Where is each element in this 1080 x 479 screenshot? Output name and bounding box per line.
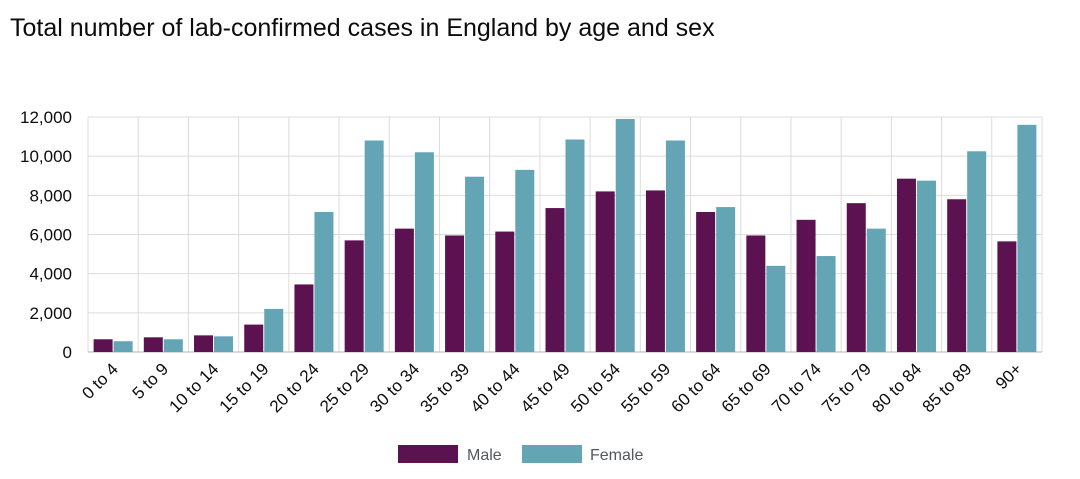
x-tick-label: 30 to 34 — [366, 359, 423, 416]
bar-female-18 — [1017, 124, 1037, 352]
bar-male-3 — [244, 324, 264, 352]
legend: Male Female — [398, 445, 643, 464]
bar-male-15 — [846, 203, 866, 352]
bar-female-11 — [665, 140, 685, 352]
x-tick-label: 10 to 14 — [165, 359, 222, 416]
bar-female-2 — [214, 336, 234, 352]
bar-female-13 — [766, 265, 786, 352]
bar-female-5 — [364, 140, 384, 352]
bar-male-0 — [93, 339, 113, 352]
x-tick-label: 20 to 24 — [266, 359, 323, 416]
y-axis-ticks: 0 2,000 4,000 6,000 8,000 10,000 12,000 — [20, 108, 72, 362]
x-tick-label: 0 to 4 — [78, 359, 122, 403]
bar-female-6 — [414, 152, 434, 352]
legend-label-male: Male — [467, 447, 502, 464]
bar-male-5 — [344, 240, 364, 352]
bar-male-7 — [445, 235, 465, 352]
x-tick-label: 85 to 89 — [919, 359, 976, 416]
bar-male-12 — [696, 211, 716, 352]
y-tick-label: 4,000 — [29, 265, 72, 284]
legend-swatch-female — [522, 445, 582, 463]
x-tick-label: 80 to 84 — [868, 359, 925, 416]
bar-male-14 — [796, 219, 816, 352]
x-tick-label: 65 to 69 — [718, 359, 775, 416]
x-tick-label: 70 to 74 — [768, 359, 825, 416]
x-tick-label: 90+ — [992, 359, 1026, 393]
y-tick-label: 6,000 — [29, 226, 72, 245]
legend-label-female: Female — [590, 447, 643, 464]
x-tick-label: 60 to 64 — [668, 359, 725, 416]
bar-male-6 — [394, 228, 414, 352]
bar-male-8 — [495, 231, 515, 352]
bar-male-9 — [545, 208, 565, 352]
bar-female-12 — [716, 207, 736, 352]
bar-female-16 — [916, 180, 936, 352]
x-tick-label: 45 to 49 — [517, 359, 574, 416]
bar-female-9 — [565, 139, 585, 352]
bar-female-10 — [615, 118, 635, 352]
bar-female-7 — [465, 176, 485, 352]
bar-male-10 — [595, 191, 615, 352]
x-tick-label: 55 to 59 — [617, 359, 674, 416]
bar-male-18 — [997, 241, 1017, 352]
bar-female-14 — [816, 256, 836, 352]
bar-female-4 — [314, 211, 334, 352]
chart-title: Total number of lab-confirmed cases in E… — [10, 14, 715, 42]
x-tick-label: 5 to 9 — [129, 359, 173, 403]
x-tick-label: 50 to 54 — [567, 359, 624, 416]
bar-male-11 — [645, 190, 665, 352]
bar-female-8 — [515, 169, 535, 352]
y-tick-label: 8,000 — [29, 186, 72, 205]
bars — [93, 118, 1037, 352]
bar-male-1 — [143, 337, 163, 352]
x-tick-label: 25 to 29 — [316, 359, 373, 416]
x-tick-label: 15 to 19 — [216, 359, 273, 416]
bar-male-17 — [947, 199, 967, 352]
legend-swatch-male — [398, 445, 458, 463]
bar-male-13 — [746, 235, 766, 352]
bar-female-15 — [866, 228, 886, 352]
bar-female-3 — [264, 308, 284, 352]
y-tick-label: 12,000 — [20, 108, 72, 127]
bar-male-2 — [194, 335, 214, 352]
x-tick-label: 40 to 44 — [467, 359, 524, 416]
bar-male-16 — [896, 178, 916, 352]
bar-female-17 — [967, 151, 987, 352]
x-tick-label: 75 to 79 — [818, 359, 875, 416]
x-tick-label: 35 to 39 — [417, 359, 474, 416]
bar-female-1 — [163, 339, 183, 352]
bar-female-0 — [113, 341, 133, 352]
y-tick-label: 2,000 — [29, 304, 72, 323]
bar-male-4 — [294, 284, 314, 352]
y-tick-label: 10,000 — [20, 147, 72, 166]
y-tick-label: 0 — [63, 343, 72, 362]
